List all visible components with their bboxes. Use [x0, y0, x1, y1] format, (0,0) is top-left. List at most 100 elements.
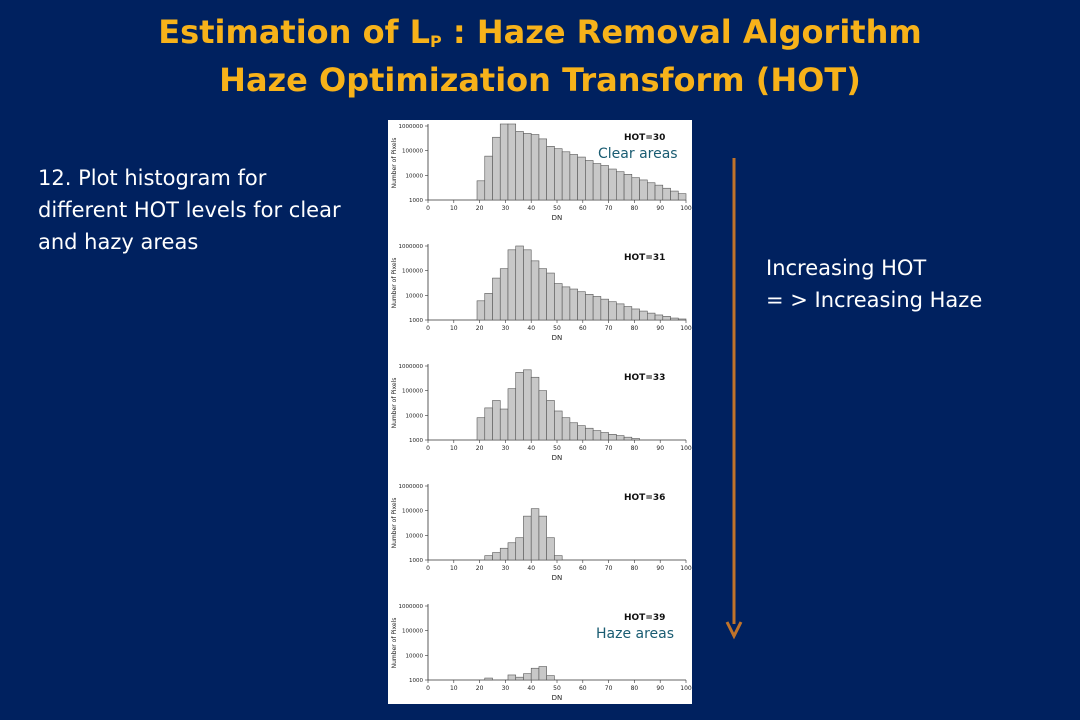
- histogram-bar: [623, 436, 633, 441]
- histogram-bar: [476, 300, 486, 321]
- x-tick-label: 30: [502, 565, 510, 572]
- histogram-bar: [492, 552, 501, 561]
- y-tick-label: 1000000: [399, 604, 424, 610]
- x-tick-label: 90: [656, 205, 664, 212]
- histogram-bar: [484, 155, 493, 201]
- x-axis-label: DN: [552, 694, 563, 702]
- x-tick-label: 90: [656, 685, 664, 692]
- x-tick-label: 70: [605, 445, 613, 452]
- histogram-bar: [592, 430, 602, 441]
- histogram-bar: [631, 308, 640, 321]
- x-tick-label: 20: [476, 325, 484, 332]
- histogram-hot-panel: 1000 10000 100000 1000000 0 10 20 30 40 50 60 70 80 9…: [391, 484, 692, 582]
- histogram-bar: [577, 156, 586, 201]
- increasing-arrow-icon: [725, 158, 743, 640]
- x-tick-label: 10: [450, 685, 458, 692]
- histogram-bar: [646, 312, 656, 321]
- x-tick-label: 60: [579, 685, 587, 692]
- x-axis-label: DN: [552, 334, 563, 342]
- histogram-bar: [600, 298, 609, 321]
- x-tick-label: 60: [579, 205, 587, 212]
- x-tick-label: 40: [527, 565, 535, 572]
- increasing-hot-line: Increasing HOT: [766, 256, 927, 280]
- increasing-hot-note: Increasing HOT = > Increasing Haze: [766, 252, 982, 316]
- x-tick-label: 80: [631, 565, 639, 572]
- y-tick-label: 100000: [402, 629, 423, 635]
- x-tick-label: 50: [553, 685, 561, 692]
- histogram-bar: [538, 515, 547, 561]
- histogram-bar: [523, 515, 532, 561]
- hot-level-label: HOT=39: [624, 613, 665, 623]
- histogram-bar: [600, 432, 609, 441]
- x-tick-label: 60: [579, 445, 587, 452]
- histogram-bar: [538, 666, 547, 681]
- histogram-bar: [546, 146, 555, 201]
- histogram-bar: [592, 296, 602, 321]
- histogram-bar: [569, 154, 578, 201]
- histogram-bar: [677, 318, 687, 321]
- y-tick-label: 1000: [409, 558, 423, 564]
- x-tick-label: 20: [476, 685, 484, 692]
- histogram-bar: [538, 138, 547, 201]
- slide-title-line-1: Estimation of LP : Haze Removal Algorith…: [0, 12, 1080, 62]
- x-tick-label: 30: [502, 685, 510, 692]
- histogram-bar: [631, 438, 640, 441]
- y-tick-label: 10000: [406, 533, 424, 539]
- hot-level-label: HOT=31: [624, 253, 665, 263]
- histogram-bar: [554, 148, 563, 201]
- histogram-bar: [585, 427, 594, 441]
- histogram-bar: [554, 283, 563, 321]
- x-tick-label: 90: [656, 565, 664, 572]
- histogram-bar: [507, 542, 517, 561]
- histogram-bar: [600, 165, 609, 201]
- x-tick-label: 10: [450, 565, 458, 572]
- histogram-bar: [654, 184, 664, 201]
- title-subscript: P: [430, 32, 442, 51]
- x-tick-label: 70: [605, 325, 613, 332]
- histogram-bar: [507, 388, 517, 441]
- histogram-bar: [561, 286, 571, 321]
- x-tick-label: 40: [527, 685, 535, 692]
- y-tick-label: 1000000: [399, 124, 424, 130]
- histogram-bar: [484, 677, 493, 681]
- histogram-bar: [670, 190, 679, 201]
- histogram-bar: [662, 316, 671, 321]
- y-tick-label: 1000000: [399, 244, 424, 250]
- x-tick-label: 30: [502, 445, 510, 452]
- histogram-bar: [623, 174, 633, 201]
- x-tick-label: 100: [680, 565, 692, 572]
- title-suffix: : Haze Removal Algorithm: [441, 13, 922, 51]
- histogram-bar: [530, 376, 540, 441]
- histogram-hot-panel: 1000 10000 100000 1000000 0 10 20 30 40 50 60 70 80 9…: [391, 244, 692, 342]
- x-tick-label: 0: [426, 685, 430, 692]
- x-tick-label: 80: [631, 325, 639, 332]
- x-tick-label: 20: [476, 445, 484, 452]
- histogram-bar: [499, 123, 509, 201]
- x-axis-label: DN: [552, 454, 563, 462]
- y-tick-label: 10000: [406, 413, 424, 419]
- histogram-bar: [569, 422, 578, 441]
- histogram-hot-panel: 1000 10000 100000 1000000 0 10 20 30 40 50 60 70 80 9…: [391, 604, 692, 702]
- title-prefix: Estimation of L: [158, 13, 431, 51]
- histogram-bar: [476, 180, 486, 201]
- x-tick-label: 100: [680, 325, 692, 332]
- x-tick-label: 20: [476, 565, 484, 572]
- histogram-bar: [631, 177, 640, 201]
- haze-areas-label: Haze areas: [595, 626, 676, 642]
- y-axis-label: Number of Pixels: [391, 618, 398, 669]
- hot-level-label: HOT=33: [624, 373, 665, 383]
- x-axis-label: DN: [552, 574, 563, 582]
- x-tick-label: 50: [553, 445, 561, 452]
- x-tick-label: 0: [426, 565, 430, 572]
- histogram-bar: [616, 435, 625, 441]
- x-tick-label: 70: [605, 205, 613, 212]
- histogram-bar: [484, 293, 493, 321]
- y-axis-label: Number of Pixels: [391, 498, 398, 549]
- histogram-bar: [515, 131, 524, 201]
- x-tick-label: 80: [631, 445, 639, 452]
- histogram-bar: [646, 182, 656, 201]
- step-description: 12. Plot histogram for different HOT lev…: [38, 166, 341, 254]
- histogram-bar: [577, 425, 586, 441]
- hot-level-label: HOT=30: [624, 133, 665, 143]
